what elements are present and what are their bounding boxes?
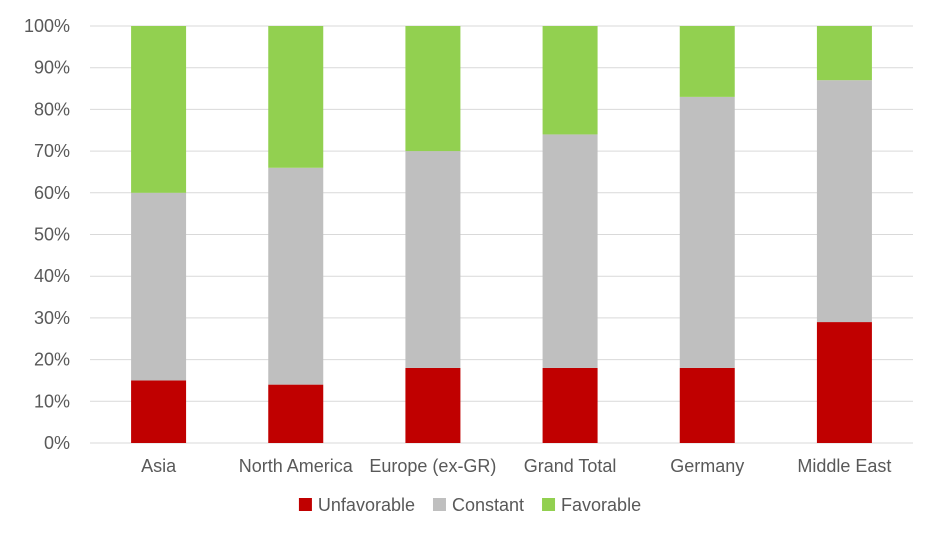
bar-segment-unfavorable-3 [542, 367, 598, 443]
bar-segment-favorable-4 [679, 26, 735, 97]
legend-label: Unfavorable [318, 495, 415, 515]
y-tick-label: 90% [34, 58, 70, 78]
bar-segment-favorable-5 [816, 26, 872, 81]
legend-label: Constant [452, 495, 524, 515]
x-category-label: North America [239, 456, 354, 476]
y-axis-tick-labels: 0% 10% 20% 30% 40% 50% 60% 70% 80% 90% 100% [24, 16, 70, 453]
legend-swatch [298, 498, 312, 511]
bar-segment-unfavorable-5 [816, 322, 872, 443]
bar-segment-unfavorable-4 [679, 367, 735, 443]
bars [131, 26, 872, 443]
bar-segment-unfavorable-2 [405, 367, 461, 443]
legend-label: Favorable [561, 495, 641, 515]
legend-swatch [542, 498, 556, 511]
bar-segment-constant-0 [131, 192, 187, 381]
legend-item-constant: Constant [432, 495, 524, 515]
bar-segment-unfavorable-1 [268, 384, 324, 443]
y-tick-label: 30% [34, 308, 70, 328]
y-tick-label: 10% [34, 391, 70, 411]
y-tick-label: 50% [34, 225, 70, 245]
x-category-label: Grand Total [524, 456, 617, 476]
y-tick-label: 70% [34, 141, 70, 161]
gridlines [90, 25, 913, 444]
y-tick-label: 20% [34, 350, 70, 370]
bar-segment-constant-1 [268, 167, 324, 385]
x-axis-category-labels: Asia North America Europe (ex-GR) Grand Tot… [141, 456, 891, 476]
bar-segment-unfavorable-0 [131, 380, 187, 443]
bar-segment-favorable-0 [131, 26, 187, 193]
y-tick-label: 40% [34, 266, 70, 286]
legend-item-unfavorable: Unfavorable [298, 495, 415, 515]
legend-item-favorable: Favorable [542, 495, 641, 515]
bar-segment-favorable-1 [268, 26, 324, 168]
bar-segment-constant-2 [405, 151, 461, 368]
bar-segment-constant-3 [542, 134, 598, 368]
bar-segment-favorable-3 [542, 26, 598, 135]
x-category-label: Germany [670, 456, 744, 476]
bar-segment-favorable-2 [405, 26, 461, 152]
bar-segment-constant-4 [679, 96, 735, 368]
legend-swatch [432, 498, 446, 511]
x-category-label: Middle East [797, 456, 891, 476]
x-category-label: Asia [141, 456, 177, 476]
y-tick-label: 80% [34, 99, 70, 119]
bar-segment-constant-5 [816, 80, 872, 323]
y-tick-label: 0% [44, 433, 70, 453]
y-tick-label: 60% [34, 183, 70, 203]
y-tick-label: 100% [24, 16, 70, 36]
x-category-label: Europe (ex-GR) [369, 456, 496, 476]
legend: Unfavorable Constant Favorable [298, 495, 641, 515]
